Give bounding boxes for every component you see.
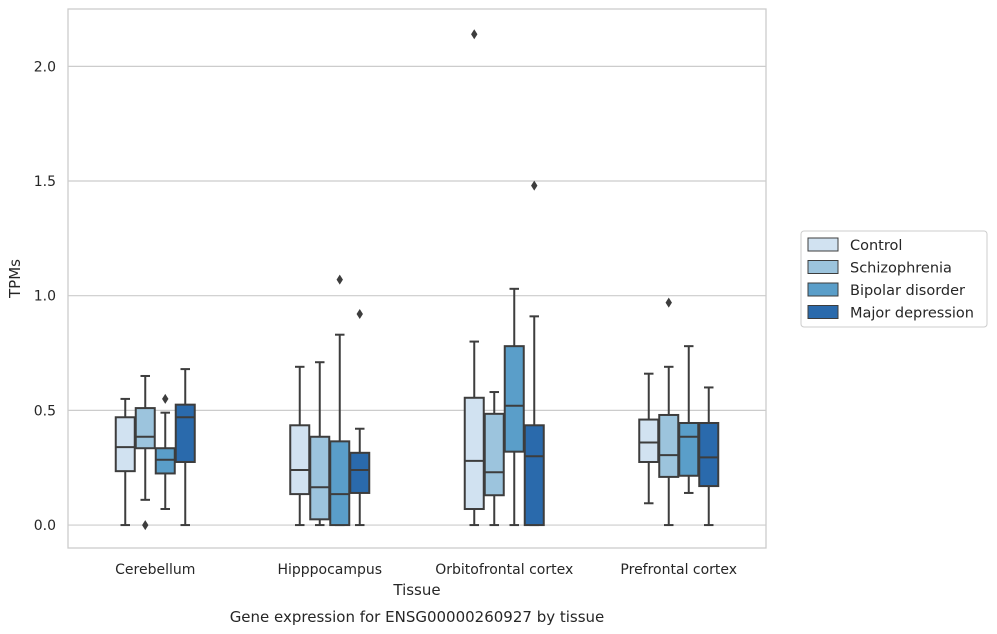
box-iqr xyxy=(134,407,156,450)
legend-swatch xyxy=(807,260,839,274)
y-tick-label: 0.5 xyxy=(34,403,56,419)
box-plot-item xyxy=(329,274,351,527)
outlier-point xyxy=(356,309,363,320)
series-major-depression xyxy=(174,180,720,527)
box-plot-item xyxy=(483,391,505,527)
legend-label: Bipolar disorder xyxy=(850,283,965,299)
chart-caption: Gene expression for ENSG00000260927 by t… xyxy=(230,608,605,626)
box-plot-item xyxy=(154,393,176,511)
box-plot-item xyxy=(503,287,525,527)
outlier-point xyxy=(471,29,478,40)
box-plot-item xyxy=(698,386,720,527)
outlier-point xyxy=(142,520,149,531)
box-plot-item xyxy=(134,374,156,531)
box-iqr xyxy=(503,345,525,453)
box-iqr xyxy=(523,424,545,527)
x-tick-label: Orbitofrontal cortex xyxy=(435,562,573,578)
box-plot-item xyxy=(638,372,660,505)
series-schizophrenia xyxy=(134,297,680,531)
box-plot-item xyxy=(114,397,136,527)
box-iqr xyxy=(329,440,351,527)
box-plot-item xyxy=(174,368,196,527)
outlier-point xyxy=(665,297,672,308)
x-tick-label: Cerebellum xyxy=(115,562,195,578)
y-tick-label: 1.0 xyxy=(34,289,56,305)
y-tick-label: 0.0 xyxy=(34,518,56,534)
box-plot-item xyxy=(309,361,331,527)
box-iqr xyxy=(638,418,660,463)
x-axis-ticks: Cerebellum Hipppocampus Orbitofrontal cort… xyxy=(115,562,737,578)
box-iqr xyxy=(289,424,311,496)
legend-swatch xyxy=(807,237,839,252)
x-axis-title: Tissue xyxy=(392,581,440,599)
box-iqr xyxy=(698,421,720,488)
y-axis-title: TPMs xyxy=(6,259,24,299)
box-iqr xyxy=(114,416,136,473)
legend-label: Control xyxy=(850,238,902,254)
legend-swatch xyxy=(807,282,839,297)
series-bipolar-disorder xyxy=(154,274,700,527)
box-iqr xyxy=(658,413,680,478)
boxes xyxy=(114,29,720,531)
outlier-point xyxy=(531,180,538,191)
legend-swatch xyxy=(807,305,839,319)
y-axis-ticks: 0.0 0.5 1.0 1.5 2.0 xyxy=(34,59,56,534)
box-plot-item xyxy=(658,297,680,527)
legend: Control Schizophrenia Bipolar disorder Majo… xyxy=(800,230,988,328)
y-tick-label: 2.0 xyxy=(34,59,56,75)
box-plot-item xyxy=(678,345,700,494)
outlier-point xyxy=(336,274,343,285)
legend-frame xyxy=(800,230,988,328)
x-tick-label: Prefrontal cortex xyxy=(620,562,737,578)
box-iqr xyxy=(174,403,196,463)
box-iqr xyxy=(154,447,176,475)
box-plot-item xyxy=(289,365,311,527)
box-plot-item xyxy=(523,180,545,527)
plot-frame xyxy=(67,8,767,549)
outlier-point xyxy=(162,393,169,404)
box-iqr xyxy=(483,412,505,497)
box-iqr xyxy=(678,421,700,477)
legend-label: Major depression xyxy=(850,306,974,322)
box-plot-item xyxy=(463,29,485,527)
series-control xyxy=(114,29,660,527)
legend-label: Schizophrenia xyxy=(850,261,952,277)
box-iqr xyxy=(309,435,331,521)
y-tick-label: 1.5 xyxy=(34,174,56,190)
box-iqr xyxy=(349,451,371,494)
box-iqr xyxy=(463,396,485,511)
x-tick-label: Hipppocampus xyxy=(277,562,382,578)
box-plot-item xyxy=(349,309,371,527)
